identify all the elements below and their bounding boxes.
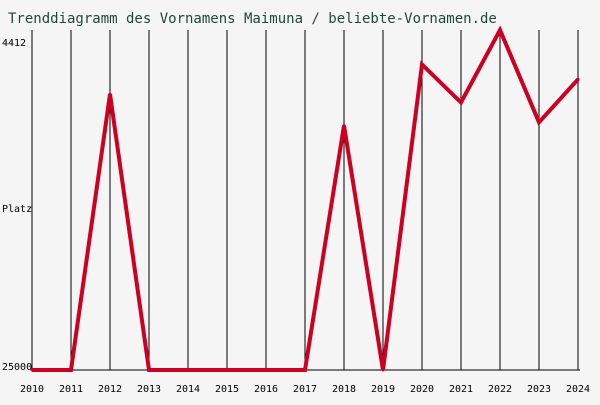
x-tick-label-2012: 2012 (98, 384, 122, 395)
x-tick-label-2023: 2023 (527, 384, 551, 395)
x-tick-label-2013: 2013 (137, 384, 161, 395)
grid-lines (70, 30, 579, 370)
data-point-2021 (459, 100, 463, 104)
x-tick-labels: 2010 2011 2012 2013 2014 2015 2016 2017 2018 2019… (20, 384, 590, 395)
data-point-2013 (147, 368, 151, 372)
data-point-2010 (30, 368, 34, 372)
x-tick-label-2011: 2011 (59, 384, 83, 395)
x-tick-label-2019: 2019 (371, 384, 395, 395)
x-tick-label-2015: 2015 (215, 384, 239, 395)
data-point-2022 (498, 28, 502, 32)
x-tick-label-2022: 2022 (488, 384, 512, 395)
data-point-2011 (69, 368, 73, 372)
y-axis-label: Platz (2, 204, 32, 215)
data-point-2014 (186, 368, 190, 372)
data-point-2023 (537, 120, 541, 124)
x-tick-label-2020: 2020 (410, 384, 434, 395)
data-point-2019 (381, 368, 385, 372)
x-tick-label-2024: 2024 (566, 384, 590, 395)
data-point-2020 (420, 62, 424, 66)
data-point-2017 (303, 368, 307, 372)
y-tick-label-top: 4412 (2, 38, 26, 49)
x-tick-label-2010: 2010 (20, 384, 44, 395)
y-tick-label-bottom: 25000 (2, 362, 32, 373)
data-point-2018 (342, 124, 346, 128)
data-point-2024 (576, 77, 580, 81)
x-tick-label-2018: 2018 (332, 384, 356, 395)
x-tick-label-2017: 2017 (293, 384, 317, 395)
data-point-2015 (225, 368, 229, 372)
chart-title: Trenddiagramm des Vornamens Maimuna / be… (8, 11, 497, 27)
series-layer (30, 25, 580, 372)
data-point-2012 (108, 92, 112, 96)
x-tick-label-2014: 2014 (176, 384, 200, 395)
data-point-2016 (264, 368, 268, 372)
x-tick-label-2021: 2021 (449, 384, 473, 395)
x-tick-label-2016: 2016 (254, 384, 278, 395)
